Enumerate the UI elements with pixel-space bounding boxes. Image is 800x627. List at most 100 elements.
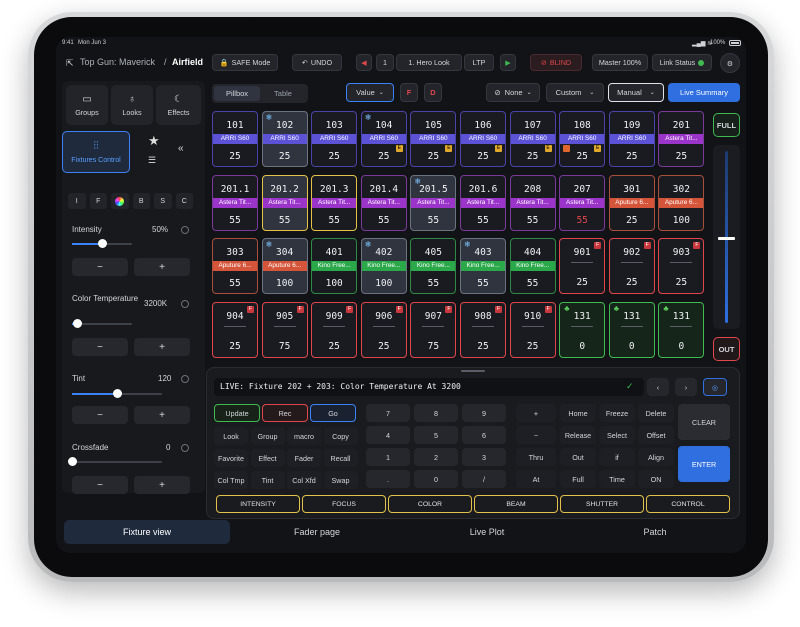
key-number[interactable]: 5 <box>414 426 458 444</box>
key-number[interactable]: 1 <box>366 448 410 466</box>
key-favorite[interactable]: Favorite <box>214 449 248 467</box>
key-release[interactable]: Release <box>560 426 596 444</box>
key-recall[interactable]: Recall <box>323 449 358 467</box>
fixture-cell[interactable]: 101 ARRI S60 25 <box>212 111 258 167</box>
master-button[interactable]: Master 100% <box>592 54 648 71</box>
fixture-cell[interactable]: 901 25 F <box>559 238 606 294</box>
fixture-cell[interactable]: 131 0 ♣ <box>658 301 705 358</box>
tint-slider[interactable] <box>72 389 162 398</box>
tab-pillbox[interactable]: Pillbox <box>214 86 260 101</box>
fixture-cell[interactable]: 104 ARRI S60 25 ❄ E <box>360 111 407 167</box>
key-swap[interactable]: Swap <box>323 471 358 489</box>
key-number[interactable]: / <box>462 470 506 488</box>
fixture-cell[interactable]: 905 75 F <box>261 301 308 358</box>
key-delete[interactable]: Delete <box>638 404 674 422</box>
fixture-cell[interactable]: 201.5 Astera Tit... 55 ❄ <box>410 174 457 231</box>
fixture-cell[interactable]: 109 ARRI S60 25 <box>608 111 655 167</box>
fixture-cell[interactable]: 102 ARRI S60 25 ❄ <box>261 111 308 167</box>
key-number[interactable]: 3 <box>462 448 506 466</box>
custom-dropdown[interactable]: Custom ⌄ <box>546 83 604 102</box>
crossfade-plus-button[interactable]: + <box>134 476 190 494</box>
category-color[interactable]: COLOR <box>388 495 472 513</box>
fixture-cell[interactable]: 131 0 ♣ <box>608 301 655 358</box>
fixture-cell[interactable]: 201.3 Astera Tit... 55 <box>311 174 358 231</box>
clear-button[interactable]: CLEAR <box>678 404 730 440</box>
tab-fixture-view[interactable]: Fixture view <box>64 520 230 544</box>
key-align[interactable]: Align <box>638 448 674 466</box>
tint-plus-button[interactable]: + <box>134 406 190 424</box>
blind-button[interactable]: ⊘ BLIND <box>530 54 582 71</box>
key-col-tmp[interactable]: Col Tmp <box>214 471 248 489</box>
key-out[interactable]: Out <box>560 448 596 466</box>
none-dropdown[interactable]: ⊘ None ⌄ <box>486 83 540 102</box>
fixture-cell[interactable]: 131 0 ♣ <box>559 301 606 358</box>
fixture-cell[interactable]: 208 Astera Tit... 55 <box>509 174 556 231</box>
tab-looks[interactable]: ♁ Looks <box>111 85 153 125</box>
fixture-cell[interactable]: 103 ARRI S60 25 <box>311 111 358 167</box>
attr-tab-b[interactable]: B <box>132 193 150 209</box>
fader-handle[interactable] <box>718 237 735 240</box>
fixture-cell[interactable]: 403 Kino Free... 55 ❄ <box>460 238 506 294</box>
key-freeze[interactable]: Freeze <box>599 404 635 422</box>
key-effect[interactable]: Effect <box>250 449 285 467</box>
breadcrumb-parent[interactable]: Top Gun: Maverick <box>80 57 156 67</box>
fixture-cell[interactable]: 304 Aputure 6... 100 ❄ <box>261 238 308 294</box>
key-on[interactable]: ON <box>638 470 674 488</box>
color-temperature-slider[interactable] <box>72 319 132 328</box>
undo-button[interactable]: ↶ UNDO <box>292 54 342 71</box>
color-temperature-minus-button[interactable]: − <box>72 338 128 356</box>
fixture-cell[interactable]: 405 Kino Free... 55 <box>410 238 457 294</box>
key-if[interactable]: if <box>599 448 635 466</box>
nav-forward-button[interactable]: › <box>675 378 697 396</box>
key-number[interactable]: 9 <box>462 404 506 422</box>
fixture-cell[interactable]: 201.6 Astera Tit... 55 <box>460 174 506 231</box>
tab-fixtures-control[interactable]: ⫶⫶ Fixtures Control <box>62 131 130 173</box>
tab-fader-page[interactable]: Fader page <box>293 527 341 537</box>
exit-icon[interactable]: ⇱ <box>66 58 74 68</box>
cue-name[interactable]: 1. Hero Look <box>396 54 462 71</box>
intensity-slider[interactable] <box>72 239 132 248</box>
star-icon[interactable]: ★ <box>148 133 160 148</box>
fixture-cell[interactable]: 404 Kino Free... 55 <box>509 238 556 294</box>
target-button[interactable]: ◎ <box>703 378 727 396</box>
safe-mode-button[interactable]: 🔒 SAFE Mode <box>212 54 278 71</box>
intensity-radio[interactable] <box>181 226 189 234</box>
key-copy[interactable]: Copy <box>323 427 358 445</box>
fixture-cell[interactable]: 301 Aputure 6... 25 <box>608 174 655 231</box>
list-icon[interactable]: ☰ <box>148 155 157 165</box>
out-button[interactable]: OUT <box>713 337 740 361</box>
key-number[interactable]: 0 <box>414 470 458 488</box>
fixture-cell[interactable]: 903 25 F <box>658 238 705 294</box>
prev-cue-button[interactable]: ◀ <box>356 54 372 71</box>
key-number[interactable]: 7 <box>366 404 410 422</box>
fixture-cell[interactable]: 201 Astera Tit... 25 <box>658 111 705 167</box>
tint-radio[interactable] <box>181 375 189 383</box>
category-focus[interactable]: FOCUS <box>302 495 386 513</box>
key-look[interactable]: Look <box>214 427 248 445</box>
key-operator[interactable]: − <box>516 426 556 444</box>
cue-number[interactable]: 1 <box>376 54 394 71</box>
category-control[interactable]: CONTROL <box>646 495 730 513</box>
category-intensity[interactable]: INTENSITY <box>216 495 300 513</box>
key-macro[interactable]: macro <box>287 427 321 445</box>
key-select[interactable]: Select <box>599 426 635 444</box>
key-number[interactable]: . <box>366 470 410 488</box>
ltp-button[interactable]: LTP <box>464 54 494 71</box>
key-operator[interactable]: + <box>516 404 556 422</box>
key-fader[interactable]: Fader <box>287 449 321 467</box>
fixture-cell[interactable]: 106 ARRI S60 25 E <box>460 111 506 167</box>
fixture-cell[interactable]: 902 25 F <box>608 238 655 294</box>
fixture-cell[interactable]: 402 Kino Free... 100 ❄ <box>360 238 407 294</box>
value-dropdown[interactable]: Value ⌄ <box>346 83 394 102</box>
full-button[interactable]: FULL <box>713 113 740 137</box>
color-temperature-radio[interactable] <box>181 300 189 308</box>
category-shutter[interactable]: SHUTTER <box>560 495 644 513</box>
key-number[interactable]: 6 <box>462 426 506 444</box>
update-button[interactable]: Update <box>214 404 260 422</box>
link-status-button[interactable]: Link Status <box>652 54 712 71</box>
color-wheel-icon[interactable] <box>111 193 129 209</box>
fixture-cell[interactable]: 201.4 Astera Tit... 55 <box>360 174 407 231</box>
fixture-cell[interactable]: 201.2 Astera Tit... 55 <box>261 174 308 231</box>
next-cue-button[interactable]: ▶ <box>500 54 516 71</box>
crossfade-minus-button[interactable]: − <box>72 476 128 494</box>
